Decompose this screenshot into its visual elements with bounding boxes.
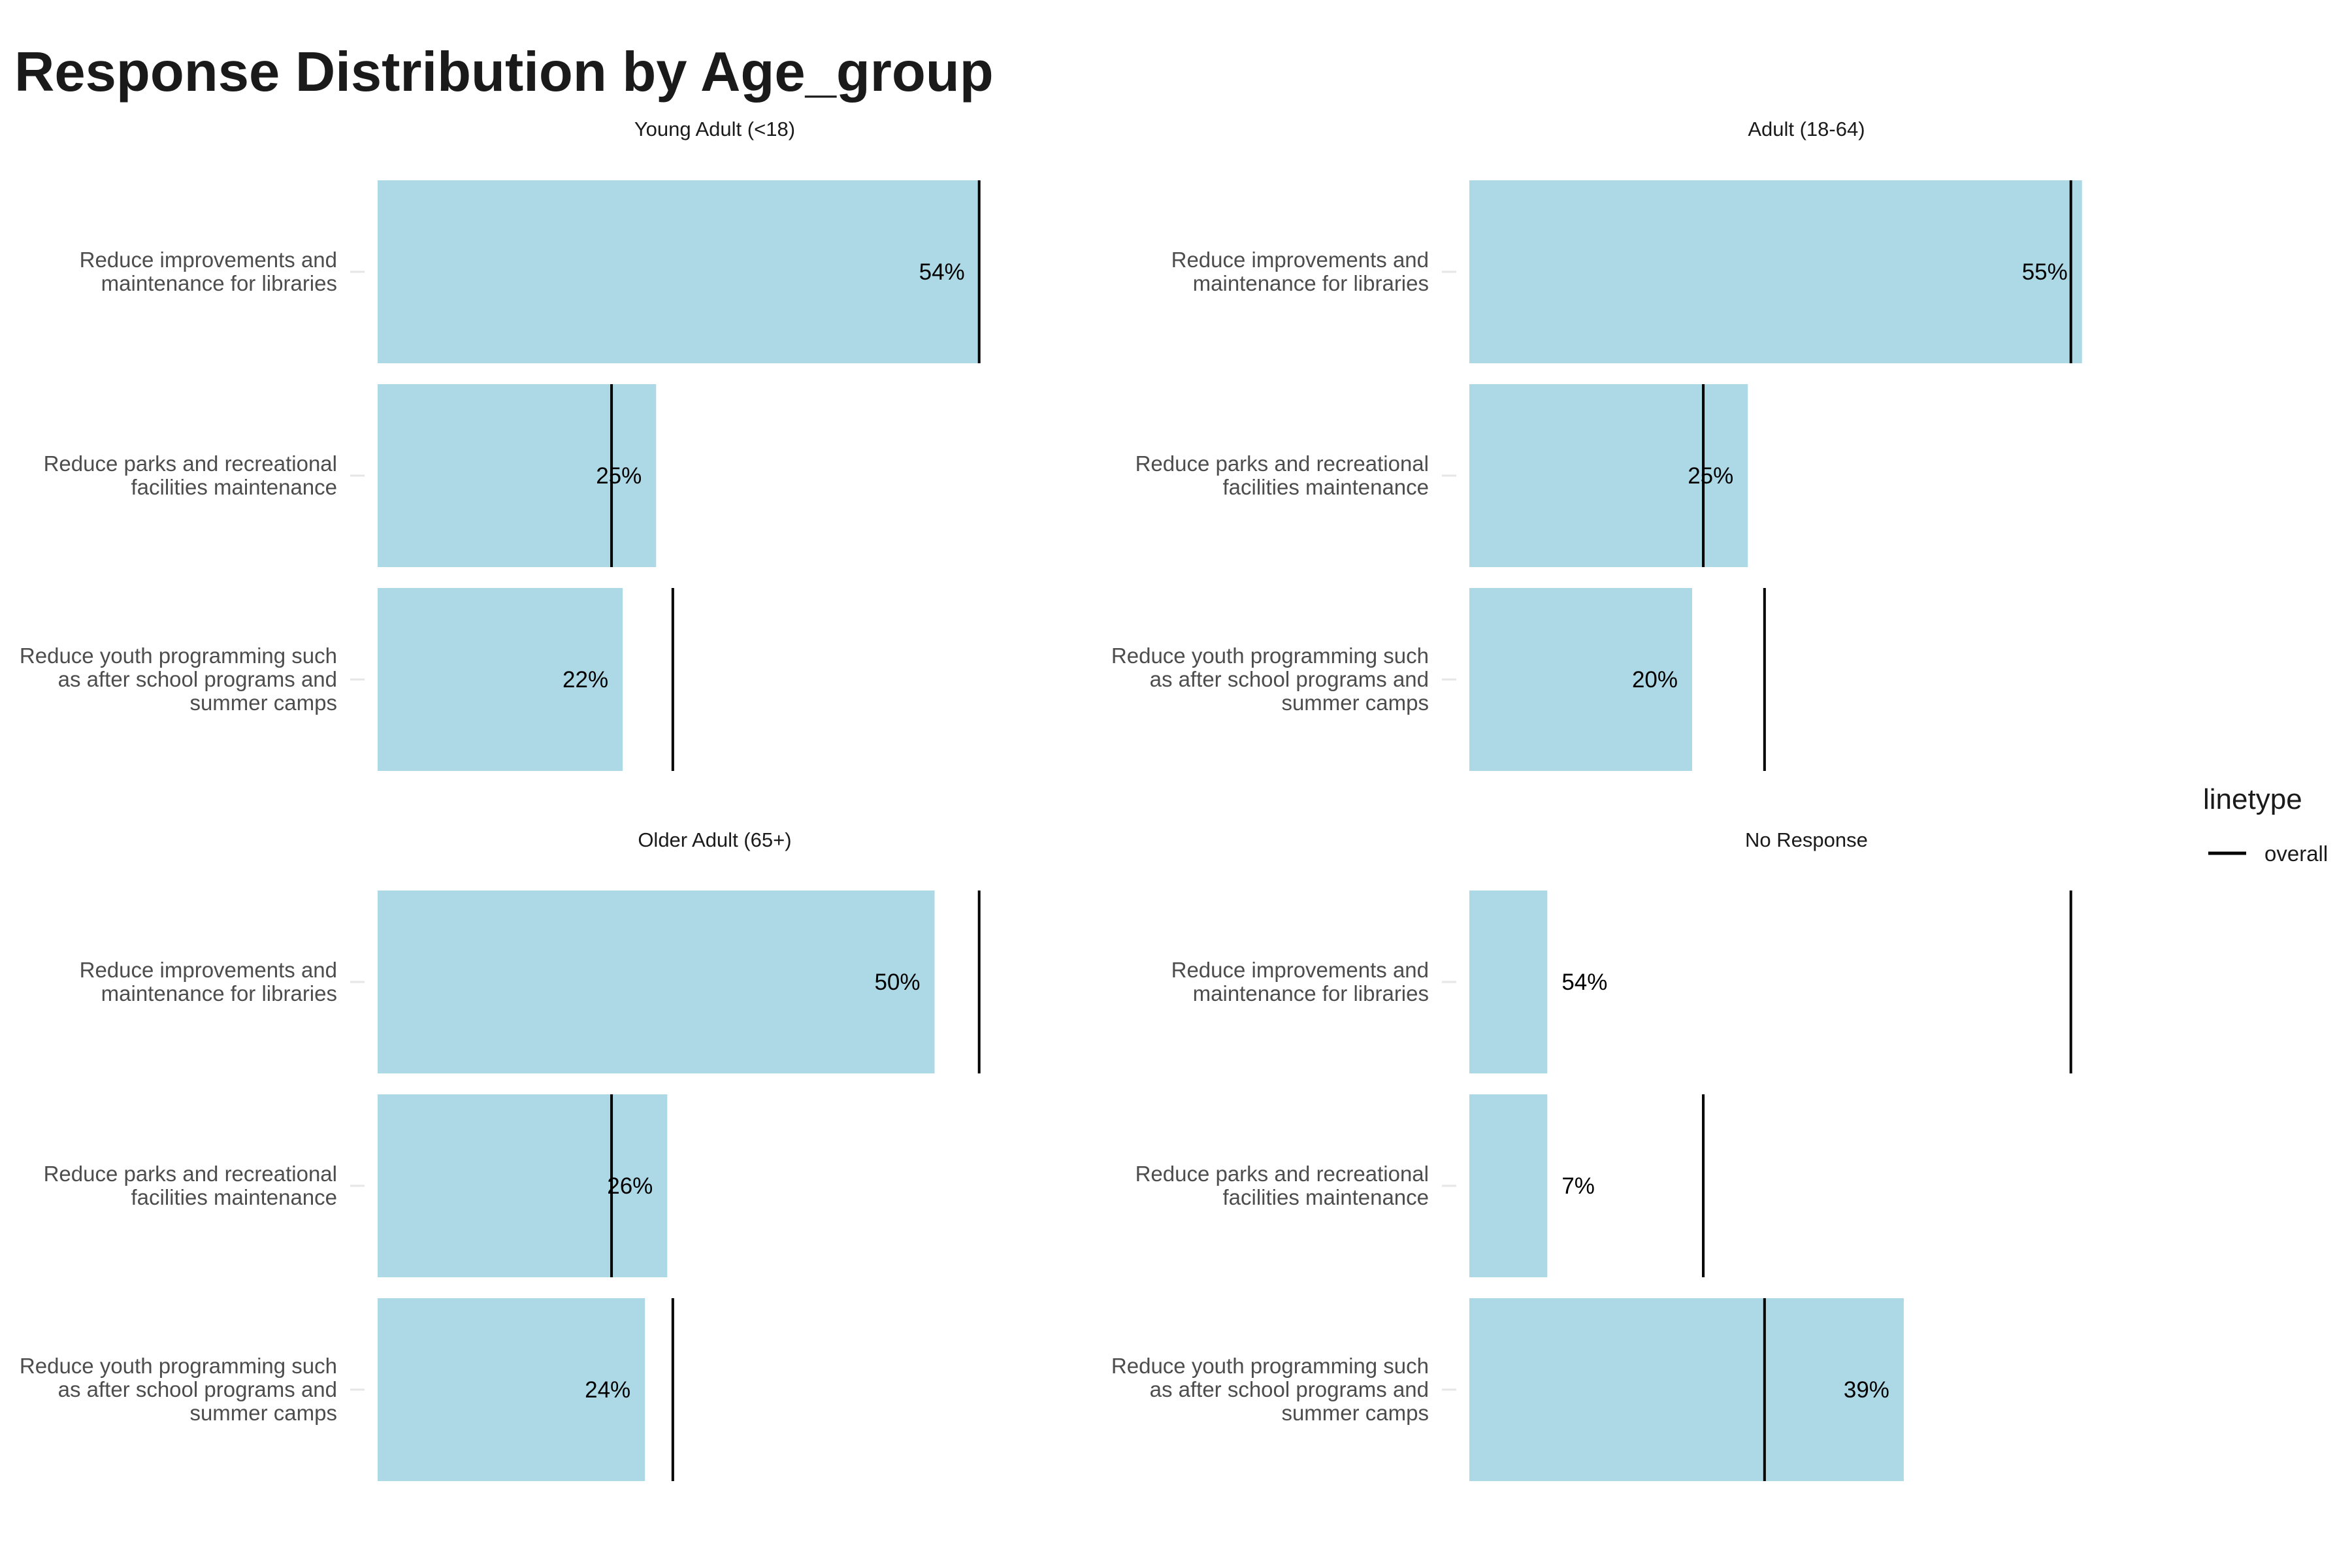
bar xyxy=(378,1094,668,1277)
data-label: 39% xyxy=(1844,1377,1889,1403)
category-label: Reduce improvements and xyxy=(80,248,337,272)
bar xyxy=(1469,1298,1904,1481)
category-label: as after school programs and xyxy=(58,667,337,691)
bar xyxy=(1469,384,1748,567)
bar xyxy=(378,588,623,771)
category-label: as after school programs and xyxy=(1150,667,1429,691)
category-label: as after school programs and xyxy=(1150,1377,1429,1401)
category-label: maintenance for libraries xyxy=(1193,271,1429,295)
category-label: as after school programs and xyxy=(58,1377,337,1401)
category-label: Reduce parks and recreational xyxy=(1135,1162,1429,1186)
bar xyxy=(1469,588,1692,771)
facet-title: Adult (18-64) xyxy=(1748,118,1865,140)
category-label: facilities maintenance xyxy=(131,475,338,499)
category-label: summer camps xyxy=(189,691,337,715)
bar xyxy=(1469,890,1548,1073)
category-label: Reduce improvements and xyxy=(1171,958,1429,982)
category-label: summer camps xyxy=(189,1401,337,1425)
facet-title: Young Adult (<18) xyxy=(634,118,795,140)
data-label: 55% xyxy=(2022,259,2068,285)
category-label: maintenance for libraries xyxy=(101,981,337,1005)
category-label: Reduce youth programming such xyxy=(1111,1354,1429,1378)
data-label: 22% xyxy=(563,667,608,693)
bar xyxy=(1469,180,2082,363)
data-label: 25% xyxy=(1688,463,1733,489)
data-label: 25% xyxy=(596,463,642,489)
data-label: 20% xyxy=(1632,667,1678,693)
chart-title: Response Distribution by Age_group xyxy=(14,41,994,103)
data-label: 26% xyxy=(607,1173,653,1199)
category-label: Reduce youth programming such xyxy=(20,644,337,668)
data-label: 24% xyxy=(585,1377,630,1403)
data-label: 54% xyxy=(1561,970,1607,995)
facet-title: No Response xyxy=(1745,828,1868,851)
category-label: Reduce youth programming such xyxy=(1111,644,1429,668)
category-label: Reduce improvements and xyxy=(1171,248,1429,272)
category-label: Reduce parks and recreational xyxy=(44,451,337,476)
category-label: maintenance for libraries xyxy=(101,271,337,295)
bar xyxy=(378,384,657,567)
category-label: Reduce parks and recreational xyxy=(1135,451,1429,476)
category-label: summer camps xyxy=(1281,691,1429,715)
facet-title: Older Adult (65+) xyxy=(638,828,791,851)
data-label: 54% xyxy=(919,259,965,285)
category-label: facilities maintenance xyxy=(1223,1185,1429,1209)
legend-label: overall xyxy=(2264,841,2328,866)
legend-title: linetype xyxy=(2203,783,2302,815)
bar xyxy=(378,180,979,363)
data-label: 7% xyxy=(1561,1173,1595,1199)
category-label: Reduce improvements and xyxy=(80,958,337,982)
bar xyxy=(378,890,935,1073)
category-label: Reduce youth programming such xyxy=(20,1354,337,1378)
category-label: summer camps xyxy=(1281,1401,1429,1425)
category-label: facilities maintenance xyxy=(131,1185,338,1209)
bar xyxy=(1469,1094,1548,1277)
bar xyxy=(378,1298,645,1481)
category-label: Reduce parks and recreational xyxy=(44,1162,337,1186)
data-label: 50% xyxy=(874,970,920,995)
category-label: facilities maintenance xyxy=(1223,475,1429,499)
category-label: maintenance for libraries xyxy=(1193,981,1429,1005)
